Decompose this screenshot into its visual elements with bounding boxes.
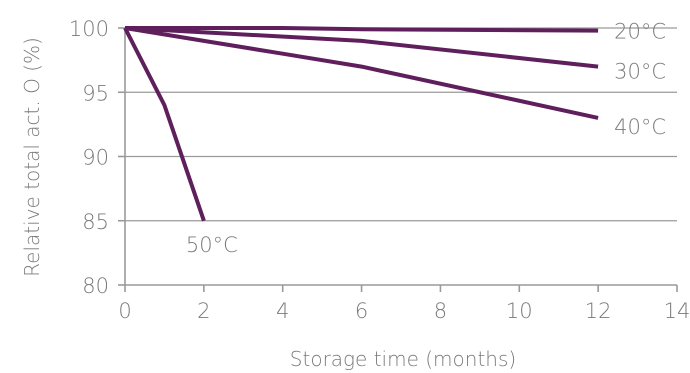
series-label-30c: 30°C	[614, 60, 666, 84]
x-tick-label: 8	[434, 299, 447, 323]
series-labels: 20°C 30°C 40°C 50°C	[186, 20, 666, 257]
series-label-40c: 40°C	[614, 115, 666, 139]
y-axis-ticks: 80 85 90 95 100	[69, 17, 125, 298]
x-tick-label: 2	[197, 299, 210, 323]
x-tick-label: 10	[506, 299, 533, 323]
grid	[125, 27, 677, 222]
y-axis-title: Relative total act. O (%)	[20, 37, 44, 277]
series-label-50c: 50°C	[186, 233, 238, 257]
y-tick-label: 85	[82, 210, 109, 234]
x-tick-label: 14	[664, 299, 690, 323]
x-tick-label: 4	[276, 299, 289, 323]
series-line-40c	[124, 26, 599, 120]
series-line-50c	[123, 27, 206, 222]
series-label-20c: 20°C	[614, 20, 666, 44]
x-tick-label: 12	[585, 299, 612, 323]
y-tick-label: 90	[82, 146, 109, 170]
x-axis-ticks: 0 2 4 6 8 10 12 14	[118, 285, 690, 323]
x-tick-label: 0	[118, 299, 131, 323]
x-tick-label: 6	[355, 299, 368, 323]
series-line-30c	[124, 26, 599, 69]
y-tick-label: 95	[82, 81, 109, 105]
y-tick-label: 100	[69, 17, 109, 41]
series-group	[123, 26, 599, 222]
series-line-20c	[125, 26, 599, 33]
y-tick-label: 80	[82, 274, 109, 298]
x-axis-title: Storage time (months)	[290, 347, 516, 371]
